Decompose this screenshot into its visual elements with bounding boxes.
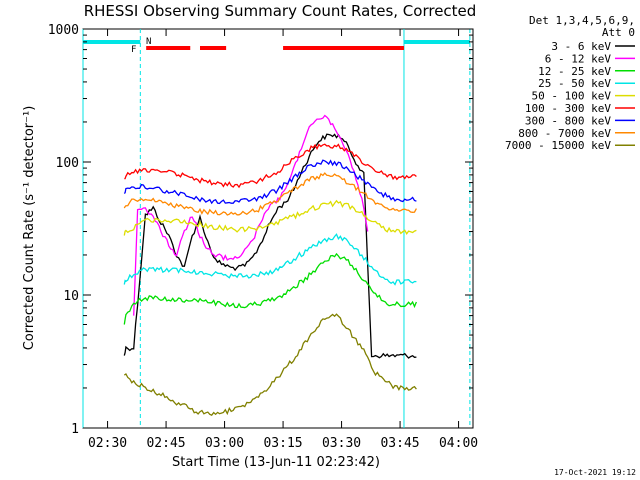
annotation-layer: FN bbox=[82, 29, 471, 428]
series-line-6 bbox=[124, 143, 417, 189]
legend-entry-label: 12 - 25 keV bbox=[538, 65, 611, 78]
legend-entry-label: 3 - 6 keV bbox=[551, 40, 611, 53]
series-line-3 bbox=[123, 252, 417, 325]
plot-frame bbox=[82, 28, 474, 429]
legend-entry-label: 7000 - 15000 keV bbox=[505, 139, 611, 152]
chart-title: RHESSI Observing Summary Count Rates, Co… bbox=[84, 2, 477, 20]
x-tick-label: 04:00 bbox=[439, 436, 478, 451]
series-line-4 bbox=[123, 233, 417, 286]
x-tick-label: 03:00 bbox=[205, 436, 244, 451]
x-tick-label: 03:15 bbox=[263, 436, 302, 451]
series-line-5 bbox=[123, 199, 417, 236]
legend-header: Att 0 bbox=[602, 26, 635, 39]
night-flag-label: N bbox=[146, 37, 151, 47]
x-tick-label: 03:45 bbox=[380, 436, 419, 451]
series-layer bbox=[123, 114, 417, 417]
series-line-9 bbox=[123, 313, 417, 417]
flare-flag-label: F bbox=[131, 45, 136, 55]
y-tick-label: 1000 bbox=[48, 23, 79, 38]
date-stamp: 17-Oct-2021 19:12 bbox=[554, 468, 636, 477]
y-tick-label: 100 bbox=[56, 156, 79, 171]
x-tick-label: 02:45 bbox=[146, 436, 185, 451]
legend-entry-label: 6 - 12 keV bbox=[545, 52, 612, 65]
x-axis-label: Start Time (13-Jun-11 02:23:42) bbox=[172, 455, 380, 470]
series-line-8 bbox=[123, 172, 417, 216]
x-tick-label: 02:30 bbox=[88, 436, 127, 451]
y-axis-label: Corrected Count Rate (s⁻¹ detector⁻¹) bbox=[22, 106, 37, 351]
series-line-2 bbox=[133, 114, 369, 316]
legend-header: Det 1,3,4,5,6,9, bbox=[529, 14, 635, 27]
legend-entry-label: 100 - 300 keV bbox=[525, 102, 611, 115]
legend-entry-label: 25 - 50 keV bbox=[538, 77, 611, 90]
axes-layer: 02:30 02:45 03:00 03:15 03:30 03:45 04:00 1 10 10… bbox=[48, 23, 478, 451]
legend-entry-label: 300 - 800 keV bbox=[525, 114, 611, 127]
series-line-7 bbox=[123, 159, 417, 205]
legend-entry-label: 800 - 7000 keV bbox=[518, 127, 611, 140]
y-tick-label: 10 bbox=[63, 289, 79, 304]
y-tick-label: 1 bbox=[71, 422, 79, 437]
x-tick-label: 03:30 bbox=[322, 436, 361, 451]
legend-entry-label: 50 - 100 keV bbox=[532, 90, 612, 103]
